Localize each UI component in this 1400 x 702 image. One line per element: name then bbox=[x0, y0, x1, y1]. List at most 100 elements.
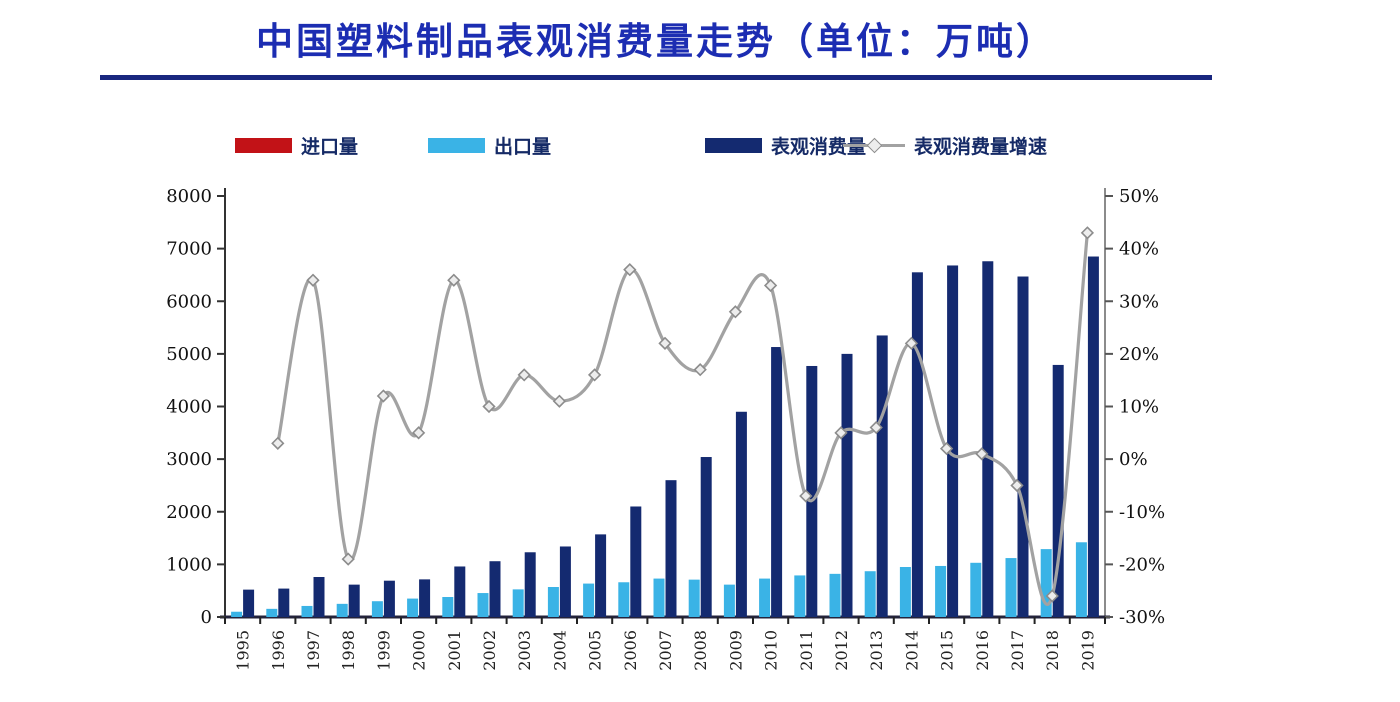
growth-marker-1999 bbox=[376, 389, 391, 403]
bar-export-1996 bbox=[266, 608, 278, 617]
legend-label-export: 出口量 bbox=[494, 136, 552, 158]
x-tick-label: 2007 bbox=[656, 630, 675, 671]
bar-consumption-2019 bbox=[1087, 256, 1099, 617]
bar-export-2001 bbox=[442, 597, 454, 617]
growth-marker-2004 bbox=[552, 394, 567, 408]
bar-export-1999 bbox=[371, 601, 383, 617]
y-right-tick-label: 20% bbox=[1119, 344, 1159, 365]
growth-marker-1997 bbox=[306, 273, 320, 287]
bar-consumption-2005 bbox=[595, 534, 607, 617]
title-block: 中国塑料制品表观消费量走势（单位：万吨） bbox=[100, 18, 1212, 66]
growth-marker-2003 bbox=[517, 368, 531, 382]
growth-marker-2006 bbox=[623, 263, 637, 277]
x-tick-label: 2019 bbox=[1078, 630, 1097, 671]
bar-consumption-2004 bbox=[559, 546, 571, 617]
x-tick-label: 2009 bbox=[726, 630, 745, 671]
growth-marker-2001 bbox=[447, 273, 461, 287]
x-tick-label: 1997 bbox=[304, 630, 323, 671]
export-swatch bbox=[428, 137, 485, 153]
bar-export-2019 bbox=[1075, 542, 1087, 617]
bar-consumption-2009 bbox=[735, 411, 747, 617]
bar-export-2009 bbox=[723, 584, 735, 617]
x-tick-label: 2005 bbox=[586, 630, 605, 671]
growth-marker-2017 bbox=[1010, 478, 1024, 493]
bar-export-2002 bbox=[477, 593, 489, 617]
x-tick-label: 2012 bbox=[832, 630, 851, 671]
bar-consumption-2007 bbox=[665, 480, 677, 617]
y-right-tick-label: 40% bbox=[1119, 239, 1159, 260]
bar-consumption-2002 bbox=[489, 561, 501, 617]
y-left-tick-label: 3000 bbox=[166, 449, 212, 470]
y-left-tick-label: 4000 bbox=[166, 397, 212, 418]
growth-marker-2011 bbox=[799, 489, 813, 503]
x-tick-label: 2003 bbox=[515, 630, 534, 671]
growth-marker-2014 bbox=[904, 336, 919, 350]
bar-export-2007 bbox=[653, 578, 665, 617]
bar-consumption-2010 bbox=[771, 347, 783, 617]
bar-export-2000 bbox=[407, 598, 419, 617]
bar-consumption-1996 bbox=[278, 588, 290, 617]
bar-consumption-2018 bbox=[1052, 364, 1064, 617]
bar-export-2004 bbox=[547, 587, 559, 617]
bar-export-2005 bbox=[583, 583, 595, 617]
x-tick-label: 1995 bbox=[234, 630, 253, 671]
growth-marker-1998 bbox=[341, 552, 355, 566]
bar-export-1997 bbox=[301, 605, 313, 617]
growth-marker-2015 bbox=[939, 441, 954, 456]
bar-export-2014 bbox=[899, 567, 911, 617]
bar-consumption-1998 bbox=[348, 584, 360, 617]
legend-item-growth: 表观消费量增速 bbox=[843, 130, 1047, 160]
growth-marker-2018 bbox=[1045, 589, 1059, 603]
y-right-tick-label: -30% bbox=[1119, 607, 1165, 628]
x-tick-label: 2014 bbox=[902, 630, 921, 671]
bar-consumption-2011 bbox=[806, 365, 818, 617]
growth-marker-2013 bbox=[869, 420, 883, 435]
growth-marker-2008 bbox=[693, 363, 707, 377]
bar-consumption-1999 bbox=[383, 580, 395, 617]
bar-export-2017 bbox=[1005, 558, 1017, 617]
growth-marker-2019 bbox=[1080, 226, 1095, 240]
legend-label-consumption: 表观消费量 bbox=[771, 136, 867, 158]
bar-consumption-1997 bbox=[313, 577, 325, 617]
bar-consumption-2016 bbox=[982, 261, 994, 617]
bar-export-2008 bbox=[688, 579, 700, 617]
growth-marker-2016 bbox=[975, 447, 989, 461]
legend-label-growth: 表观消费量增速 bbox=[914, 136, 1048, 158]
bar-export-2015 bbox=[935, 565, 947, 617]
legend-item-import: 进口量 bbox=[235, 130, 358, 160]
bar-consumption-2014 bbox=[911, 272, 923, 617]
bar-export-2011 bbox=[794, 575, 806, 617]
bar-consumption-2015 bbox=[947, 265, 959, 617]
x-tick-label: 2016 bbox=[973, 630, 992, 671]
bar-consumption-2006 bbox=[630, 506, 642, 617]
bar-consumption-1995 bbox=[243, 589, 255, 617]
growth-line bbox=[276, 231, 1089, 606]
bar-export-1995 bbox=[231, 611, 243, 617]
y-left-tick-label: 2000 bbox=[166, 502, 212, 523]
bar-consumption-2013 bbox=[876, 335, 888, 617]
y-left-tick-label: 7000 bbox=[166, 239, 212, 260]
growth-marker-2002 bbox=[482, 399, 496, 414]
y-right-tick-label: 0% bbox=[1119, 449, 1148, 470]
title-underline bbox=[100, 75, 1212, 80]
growth-marker-2009 bbox=[728, 305, 743, 319]
y-right-tick-label: -20% bbox=[1119, 554, 1165, 575]
y-left-tick-label: 1000 bbox=[166, 554, 212, 575]
bar-export-2012 bbox=[829, 573, 841, 617]
bar-consumption-2000 bbox=[419, 579, 431, 617]
growth-marker-2012 bbox=[834, 426, 848, 440]
consumption-swatch bbox=[705, 137, 762, 153]
x-tick-label: 2004 bbox=[550, 630, 569, 671]
page-title: 中国塑料制品表观消费量走势（单位：万吨） bbox=[256, 21, 1056, 62]
x-tick-label: 2015 bbox=[938, 630, 957, 671]
bar-export-2006 bbox=[618, 582, 630, 617]
x-tick-label: 1999 bbox=[374, 630, 393, 671]
bar-export-2016 bbox=[970, 562, 982, 617]
legend-item-consumption: 表观消费量 bbox=[705, 130, 866, 160]
x-tick-label: 2010 bbox=[762, 630, 781, 671]
x-tick-label: 2002 bbox=[480, 630, 499, 671]
x-tick-label: 2013 bbox=[867, 630, 886, 671]
bar-export-2003 bbox=[512, 589, 524, 617]
